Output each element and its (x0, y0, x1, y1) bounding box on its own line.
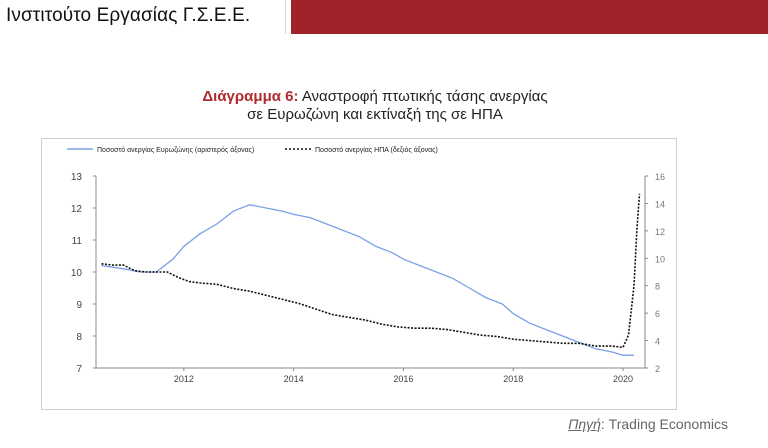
y-right-tick-label: 14 (655, 199, 665, 209)
x-tick-label: 2016 (393, 374, 413, 384)
source-text: : Trading Economics (600, 416, 728, 432)
series-line-eurozone (101, 204, 634, 356)
y-right-tick-label: 12 (655, 227, 665, 237)
y-left-tick-label: 11 (72, 236, 83, 247)
y-left-tick-label: 10 (71, 268, 83, 279)
chart-title: Διάγραμμα 6: Αναστροφή πτωτικής τάσης αν… (90, 88, 660, 124)
y-right-tick-label: 8 (655, 282, 660, 292)
header-brand-box: Ινστιτούτο Εργασίας Γ.Σ.Ε.Ε. (0, 0, 286, 34)
y-left-tick-label: 13 (71, 172, 83, 183)
x-tick-label: 2012 (174, 374, 194, 384)
y-right-tick-label: 6 (655, 309, 660, 319)
source-line: Πηγή: Trading Economics (568, 416, 728, 432)
x-tick-label: 2018 (503, 374, 523, 384)
y-right-tick-label: 4 (655, 337, 660, 347)
y-left-tick-label: 9 (76, 300, 82, 311)
header-bar: Ινστιτούτο Εργασίας Γ.Σ.Ε.Ε. (0, 0, 768, 34)
legend-label-eurozone: Ποσοστό ανεργίας Ευρωζώνης (αριστερός άξ… (97, 146, 254, 154)
y-left-tick-label: 7 (76, 364, 82, 375)
chart-title-line-1: Διάγραμμα 6: Αναστροφή πτωτικής τάσης αν… (90, 88, 660, 106)
y-right-tick-label: 2 (655, 364, 660, 374)
y-right-tick-label: 10 (655, 254, 665, 264)
y-right-tick-label: 16 (655, 172, 665, 182)
chart-title-text-1: Αναστροφή πτωτικής τάσης ανεργίας (301, 88, 548, 105)
header-accent-bar (291, 0, 768, 34)
y-left-tick-label: 12 (71, 204, 83, 215)
x-tick-label: 2014 (284, 374, 304, 384)
series-line-usa (101, 193, 641, 349)
chart-frame (41, 138, 677, 410)
institute-name: Ινστιτούτο Εργασίας Γ.Σ.Ε.Ε. (6, 5, 251, 26)
y-left-tick-label: 8 (76, 332, 82, 343)
source-prefix: Πηγή (568, 416, 601, 432)
chart-svg: 13 12 11 10 9 8 7 16 14 12 10 8 6 4 2 2012 2014 2016 2018 2… (67, 146, 665, 384)
x-tick-label: 2020 (613, 374, 633, 384)
chart-title-line-2: σε Ευρωζώνη και εκτίναξή της σε ΗΠΑ (247, 106, 503, 123)
chart-title-prefix: Διάγραμμα 6: (202, 88, 299, 105)
legend-label-usa: Ποσοστό ανεργίας ΗΠΑ (δεξιός άξονας) (315, 146, 438, 154)
